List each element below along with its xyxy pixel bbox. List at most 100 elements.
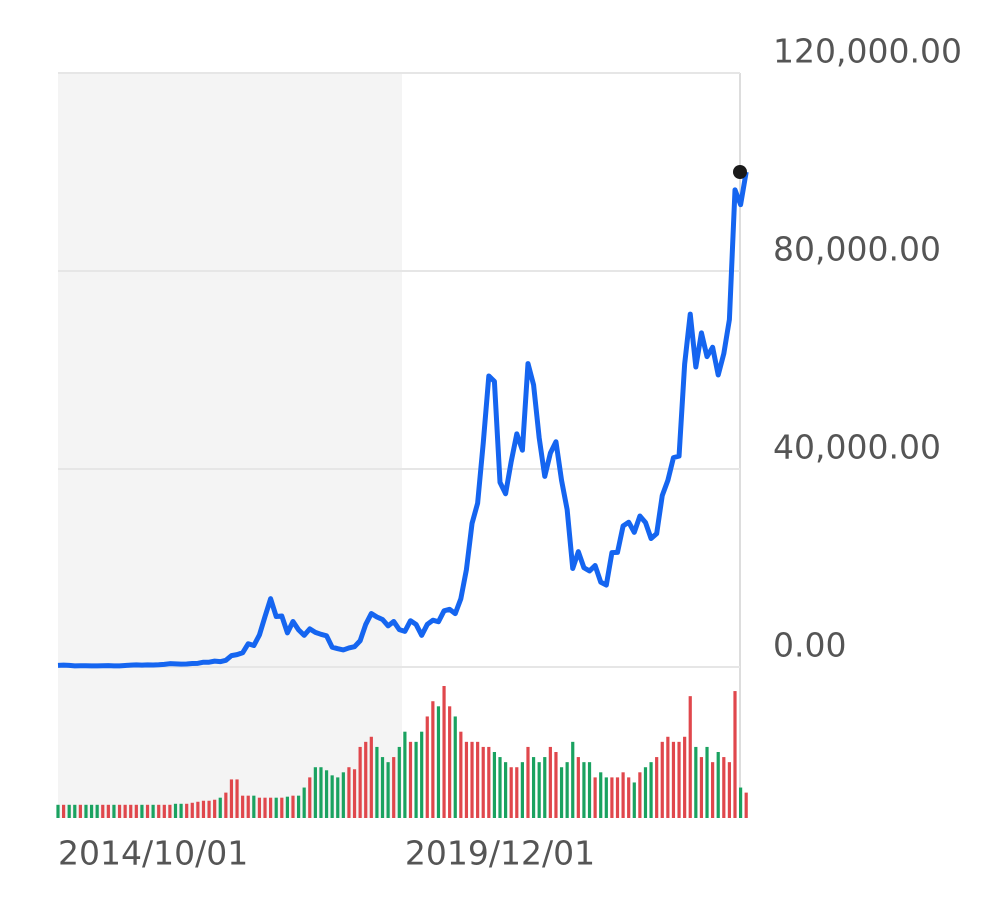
volume-bar <box>330 775 334 818</box>
volume-bar <box>498 757 502 818</box>
volume-bar <box>448 706 452 818</box>
volume-bar <box>470 741 474 818</box>
volume-bar <box>162 804 166 818</box>
shaded-region <box>58 73 402 818</box>
volume-bar <box>531 757 536 818</box>
volume-bar <box>269 797 273 818</box>
volume-bar <box>397 746 401 818</box>
volume-bar <box>319 767 323 818</box>
volume-bar <box>196 801 200 818</box>
volume-bar <box>280 797 284 818</box>
volume-bar <box>257 797 262 818</box>
volume-bar <box>106 804 110 818</box>
volume-bar <box>347 767 351 818</box>
volume-bar <box>218 797 222 818</box>
volume-bar <box>341 772 345 818</box>
volume-bar <box>263 797 267 818</box>
volume-bar <box>504 762 508 818</box>
volume-bar <box>84 804 88 818</box>
volume-bar <box>101 804 105 818</box>
volume-bar <box>308 777 312 818</box>
volume-bar <box>78 804 82 818</box>
y-tick-label: 0.00 <box>773 626 846 665</box>
volume-bar <box>683 736 687 818</box>
volume-bar <box>571 741 575 818</box>
volume-bar <box>213 799 217 818</box>
volume-bar <box>738 787 743 818</box>
volume-bar <box>722 757 726 818</box>
volume-bar <box>649 762 653 818</box>
volume-bar <box>140 804 144 818</box>
volume-bar <box>67 804 71 818</box>
volume-bar <box>89 804 94 818</box>
volume-bar <box>565 762 569 818</box>
volume-bar <box>509 767 513 818</box>
volume-bar <box>610 777 614 818</box>
volume-bar <box>364 741 368 818</box>
x-tick-label: 2014/10/01 <box>58 834 248 873</box>
volume-bar <box>168 804 172 818</box>
volume-bar <box>576 757 580 818</box>
volume-bar <box>431 701 435 818</box>
volume-bar <box>229 779 234 818</box>
volume-bar <box>403 731 407 818</box>
volume-bar <box>705 746 709 818</box>
volume-bar <box>352 769 357 818</box>
volume-bar <box>643 767 648 818</box>
volume-bar <box>112 804 116 818</box>
volume-bar <box>627 777 631 818</box>
volume-bar <box>638 772 642 818</box>
volume-bar <box>515 767 519 818</box>
volume-bar <box>621 772 625 818</box>
volume-bar <box>671 741 676 818</box>
volume-bar <box>61 804 66 818</box>
volume-bar <box>694 746 698 818</box>
volume-bar <box>408 741 413 818</box>
volume-bar <box>526 746 530 818</box>
volume-bar <box>157 804 161 818</box>
volume-bar <box>185 803 189 818</box>
volume-bar <box>537 762 541 818</box>
volume-bar <box>744 792 748 818</box>
volume-bar <box>453 716 457 818</box>
volume-bar <box>554 752 558 818</box>
volume-bar <box>56 804 60 818</box>
volume-bar <box>134 804 138 818</box>
volume-bar <box>548 746 552 818</box>
volume-bar <box>464 741 469 818</box>
volume-bar <box>727 762 732 818</box>
volume-bar <box>190 802 194 818</box>
volume-bar <box>716 752 720 818</box>
volume-bar <box>386 762 390 818</box>
volume-bar <box>201 800 206 818</box>
volume-bar <box>313 767 317 818</box>
y-tick-label: 120,000.00 <box>773 32 962 71</box>
volume-bar <box>291 795 295 818</box>
volume-bar <box>655 757 659 818</box>
volume-bar <box>145 804 150 818</box>
volume-bar <box>179 803 183 818</box>
volume-bar <box>151 804 155 818</box>
volume-bar <box>336 777 340 818</box>
volume-bar <box>615 777 620 818</box>
volume-bar <box>599 772 603 818</box>
volume-bar <box>492 752 497 818</box>
volume-bar <box>375 746 379 818</box>
volume-bar <box>587 762 592 818</box>
volume-bar <box>252 795 256 818</box>
y-tick-label: 80,000.00 <box>773 230 941 269</box>
volume-bar <box>358 746 362 818</box>
volume-bar <box>73 804 77 818</box>
volume-bar <box>520 762 524 818</box>
volume-bar <box>660 741 664 818</box>
volume-bar <box>129 804 133 818</box>
volume-bar <box>117 804 122 818</box>
x-tick-label: 2019/12/01 <box>405 834 595 873</box>
volume-bar <box>207 800 211 818</box>
volume-bar <box>235 779 239 818</box>
volume-bar <box>392 757 396 818</box>
volume-bar <box>487 746 491 818</box>
volume-bar <box>677 741 681 818</box>
volume-bar <box>593 777 597 818</box>
